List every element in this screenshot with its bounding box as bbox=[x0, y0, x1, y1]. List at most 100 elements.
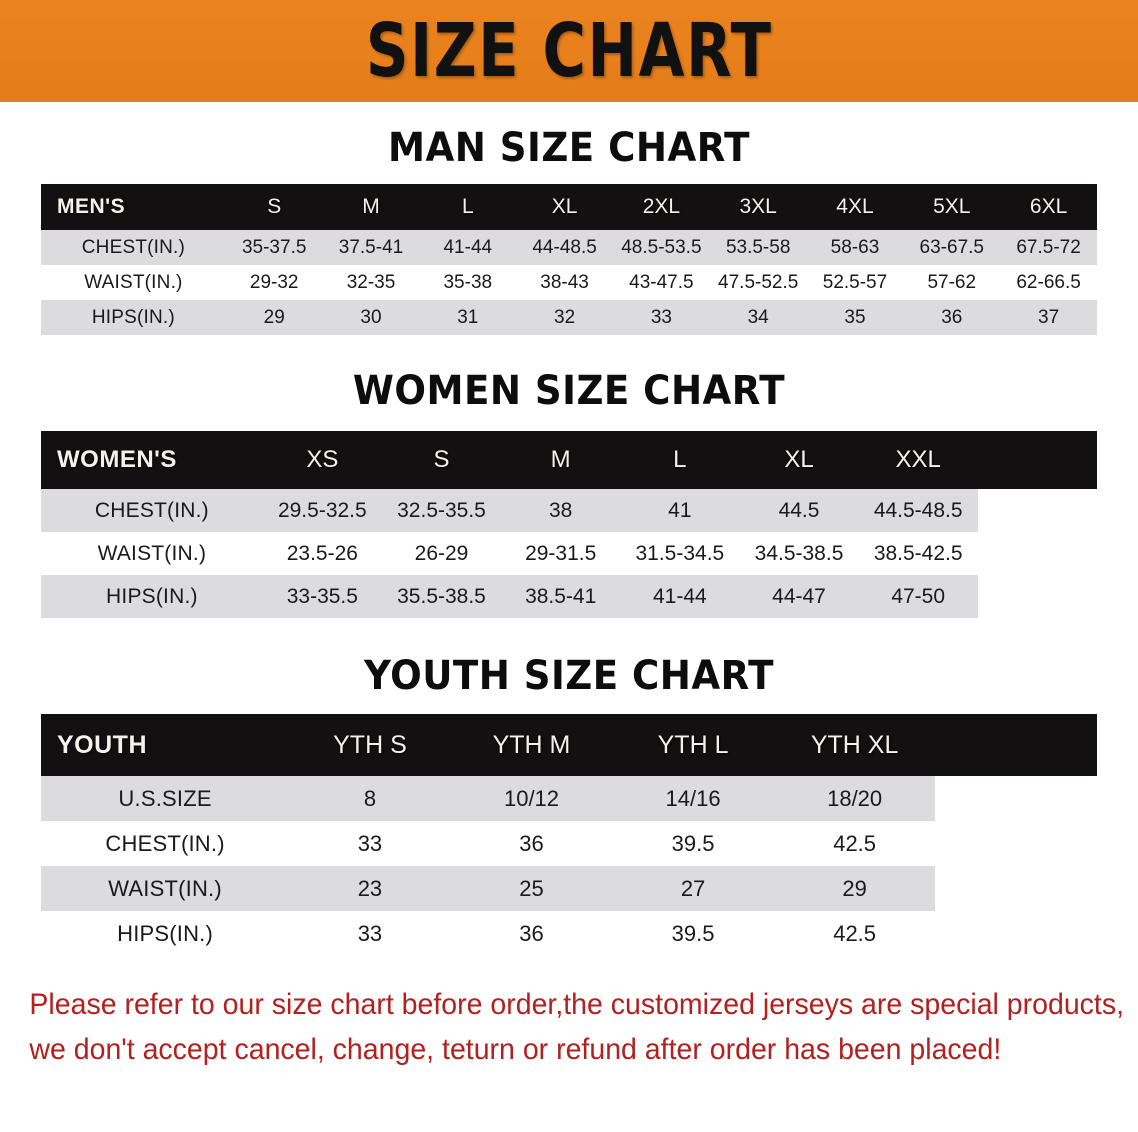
measurement-cell: 35-37.5 bbox=[225, 230, 323, 265]
youth-row-label-u-s-size: U.S.SIZE bbox=[41, 776, 290, 821]
table-row: HIPS(IN.) 33-35.5 35.5-38.5 38.5-41 41-44 44-… bbox=[41, 575, 1097, 618]
banner-title: SIZE CHART bbox=[365, 8, 773, 94]
youth-size-header-yth-l: YTH L bbox=[657, 730, 729, 759]
youth-size-table: YOUTH YTH S YTH M YTH L YTH XL U.S.SIZE 8 10/12… bbox=[41, 714, 1097, 956]
table-row: HIPS(IN.) 33 36 39.5 42.5 bbox=[41, 911, 1097, 956]
measurement-cell-empty bbox=[978, 532, 1097, 575]
measurement-cell: 44-47 bbox=[739, 575, 859, 618]
women-size-table-wrapper: WOMEN'S XS S M L XL XXL CHEST(IN.) 29.5-32.5 32.5… bbox=[41, 431, 1097, 618]
women-size-header-xs: XS bbox=[306, 446, 339, 473]
measurement-cell: 34 bbox=[709, 300, 807, 335]
measurement-cell: 47-50 bbox=[858, 575, 978, 618]
men-table-header-row: MEN'S S M L XL 2XL 3XL 4XL 5XL 6XL bbox=[41, 184, 1097, 230]
man-section-title: MAN SIZE CHART bbox=[388, 125, 750, 171]
man-size-table: MEN'S S M L XL 2XL 3XL 4XL 5XL 6XL CHEST(IN.) 35-37… bbox=[41, 184, 1097, 335]
youth-row-label-chest-in-: CHEST(IN.) bbox=[41, 821, 290, 866]
measurement-cell: 38.5-42.5 bbox=[858, 532, 978, 575]
measurement-cell: 67.5-72 bbox=[1000, 230, 1097, 265]
measurement-cell: 35.5-38.5 bbox=[381, 575, 502, 618]
measurement-cell-empty bbox=[935, 776, 1097, 821]
women-header-label: WOMEN'S bbox=[57, 446, 177, 473]
women-size-header-m: M bbox=[550, 446, 571, 473]
disclaimer-line-2: we don't accept cancel, change, teturn o… bbox=[29, 1033, 1002, 1066]
men-size-header-4xl: 4XL bbox=[836, 195, 874, 218]
women-size-header-xl: XL bbox=[784, 446, 814, 473]
measurement-cell: 33 bbox=[289, 911, 451, 956]
measurement-cell: 36 bbox=[903, 300, 1001, 335]
measurement-cell: 29 bbox=[225, 300, 323, 335]
measurement-cell: 47.5-52.5 bbox=[709, 265, 807, 300]
measurement-cell: 32.5-35.5 bbox=[381, 489, 502, 532]
women-size-header-empty bbox=[978, 431, 1097, 489]
women-size-header-l: L bbox=[673, 446, 687, 473]
measurement-cell: 29.5-32.5 bbox=[262, 489, 382, 532]
measurement-cell: 41-44 bbox=[620, 575, 740, 618]
measurement-cell: 38-43 bbox=[516, 265, 613, 300]
women-row-label-chest-in-: CHEST(IN.) bbox=[41, 489, 263, 532]
youth-row-label-hips-in-: HIPS(IN.) bbox=[41, 911, 290, 956]
men-size-header-5xl: 5XL bbox=[933, 195, 971, 218]
disclaimer-line-1: Please refer to our size chart before or… bbox=[29, 988, 1125, 1021]
measurement-cell: 27 bbox=[612, 866, 774, 911]
measurement-cell: 36 bbox=[450, 911, 613, 956]
measurement-cell: 36 bbox=[450, 821, 613, 866]
measurement-cell: 29-32 bbox=[225, 265, 323, 300]
table-row: CHEST(IN.) 33 36 39.5 42.5 bbox=[41, 821, 1097, 866]
measurement-cell: 57-62 bbox=[903, 265, 1001, 300]
measurement-cell: 31.5-34.5 bbox=[620, 532, 740, 575]
measurement-cell: 32-35 bbox=[322, 265, 420, 300]
women-size-header-s: S bbox=[433, 446, 450, 473]
measurement-cell: 38 bbox=[501, 489, 621, 532]
men-header-label: MEN'S bbox=[57, 195, 126, 218]
measurement-cell: 34.5-38.5 bbox=[739, 532, 859, 575]
measurement-cell: 62-66.5 bbox=[1000, 265, 1097, 300]
measurement-cell-empty bbox=[978, 489, 1097, 532]
table-row: WAIST(IN.) 23.5-26 26-29 29-31.5 31.5-34.5 34… bbox=[41, 532, 1097, 575]
measurement-cell: 32 bbox=[516, 300, 613, 335]
measurement-cell: 8 bbox=[289, 776, 451, 821]
order-disclaimer: Please refer to our size chart before or… bbox=[18, 982, 1125, 1072]
men-size-header-m: M bbox=[362, 195, 380, 218]
women-section-title: WOMEN SIZE CHART bbox=[352, 368, 786, 414]
women-size-table: WOMEN'S XS S M L XL XXL CHEST(IN.) 29.5-32.5 32.5… bbox=[41, 431, 1097, 618]
women-table-header-row: WOMEN'S XS S M L XL XXL bbox=[41, 431, 1097, 489]
measurement-cell: 26-29 bbox=[381, 532, 502, 575]
measurement-cell: 63-67.5 bbox=[903, 230, 1001, 265]
measurement-cell: 43-47.5 bbox=[612, 265, 710, 300]
measurement-cell: 58-63 bbox=[806, 230, 904, 265]
man-size-table-wrapper: MEN'S S M L XL 2XL 3XL 4XL 5XL 6XL CHEST(IN.) 35-37… bbox=[41, 184, 1097, 335]
measurement-cell-empty bbox=[978, 575, 1097, 618]
measurement-cell: 41-44 bbox=[419, 230, 517, 265]
table-row: CHEST(IN.) 29.5-32.5 32.5-35.5 38 41 44.5 44.5… bbox=[41, 489, 1097, 532]
measurement-cell: 35-38 bbox=[419, 265, 517, 300]
measurement-cell: 35 bbox=[806, 300, 904, 335]
youth-size-table-wrapper: YOUTH YTH S YTH M YTH L YTH XL U.S.SIZE 8 10/12… bbox=[41, 714, 1097, 956]
measurement-cell: 30 bbox=[322, 300, 420, 335]
measurement-cell-empty bbox=[935, 911, 1097, 956]
measurement-cell: 38.5-41 bbox=[501, 575, 621, 618]
measurement-cell: 23 bbox=[289, 866, 451, 911]
measurement-cell: 39.5 bbox=[612, 821, 774, 866]
measurement-cell: 33-35.5 bbox=[262, 575, 382, 618]
measurement-cell: 44.5 bbox=[739, 489, 859, 532]
size-chart-banner: SIZE CHART bbox=[0, 0, 1138, 102]
measurement-cell: 42.5 bbox=[773, 911, 936, 956]
men-size-header-xl: XL bbox=[551, 195, 578, 218]
measurement-cell: 10/12 bbox=[450, 776, 613, 821]
men-size-header-s: S bbox=[267, 195, 282, 218]
measurement-cell: 29 bbox=[773, 866, 936, 911]
youth-size-header-empty bbox=[935, 714, 1097, 776]
men-row-label-chest-in-: CHEST(IN.) bbox=[41, 230, 226, 265]
youth-row-label-waist-in-: WAIST(IN.) bbox=[41, 866, 290, 911]
table-row: CHEST(IN.) 35-37.5 37.5-41 41-44 44-48.5 48.5… bbox=[41, 230, 1097, 265]
measurement-cell-empty bbox=[935, 821, 1097, 866]
men-size-header-l: L bbox=[461, 195, 474, 218]
women-row-label-waist-in-: WAIST(IN.) bbox=[41, 532, 263, 575]
youth-header-label: YOUTH bbox=[57, 730, 147, 759]
measurement-cell: 37.5-41 bbox=[322, 230, 420, 265]
youth-size-header-yth-s: YTH S bbox=[333, 730, 407, 759]
measurement-cell: 18/20 bbox=[773, 776, 936, 821]
measurement-cell: 52.5-57 bbox=[806, 265, 904, 300]
measurement-cell: 53.5-58 bbox=[709, 230, 807, 265]
measurement-cell: 37 bbox=[1000, 300, 1097, 335]
